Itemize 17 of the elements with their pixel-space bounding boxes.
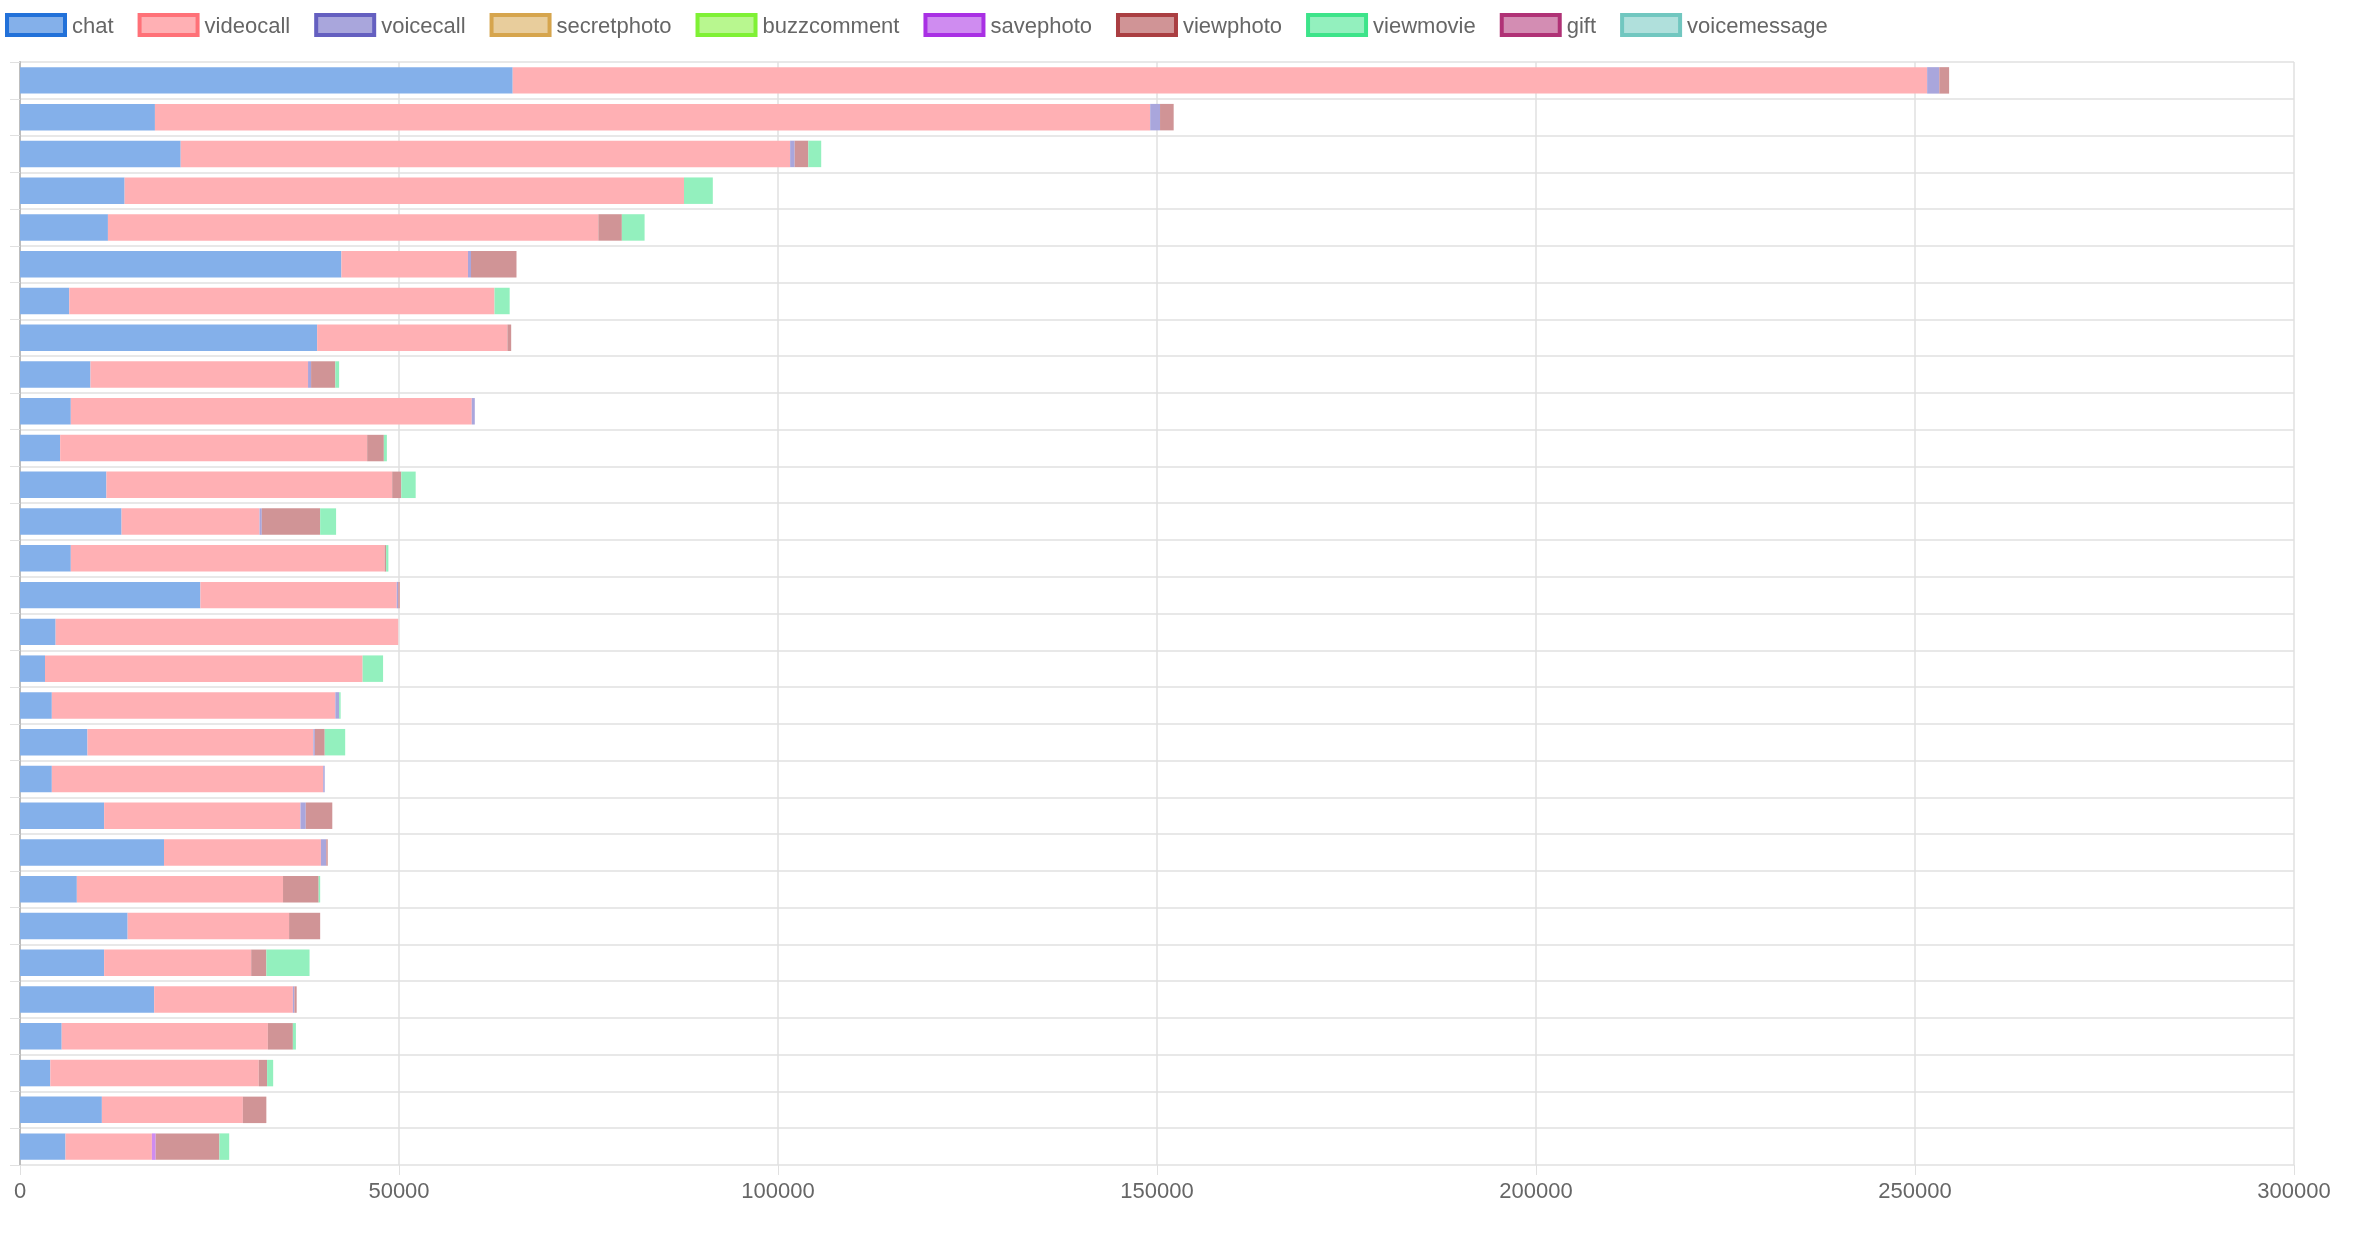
legend-label: viewphoto <box>1182 12 1283 38</box>
x-tick-label: 0 <box>13 1177 27 1203</box>
x-tick-label: 300000 <box>2257 1177 2331 1203</box>
x-tick-label: 200000 <box>1499 1177 1573 1203</box>
legend-label: viewmovie <box>1373 12 1476 38</box>
legend-label: voicecall <box>381 12 466 38</box>
legend-label: secretphoto <box>556 12 672 38</box>
legend-label: savephoto <box>990 12 1092 38</box>
legend-label: videocall <box>204 12 291 38</box>
legend-label: buzzcomment <box>762 12 900 38</box>
x-tick-label: 250000 <box>1878 1177 1952 1203</box>
legend-label: chat <box>72 12 114 38</box>
legend-label: gift <box>1566 12 1597 38</box>
x-tick-label: 50000 <box>368 1177 430 1203</box>
x-tick-label: 150000 <box>1120 1177 1194 1203</box>
x-tick-label: 100000 <box>741 1177 815 1203</box>
legend-label: voicemessage <box>1687 12 1828 38</box>
